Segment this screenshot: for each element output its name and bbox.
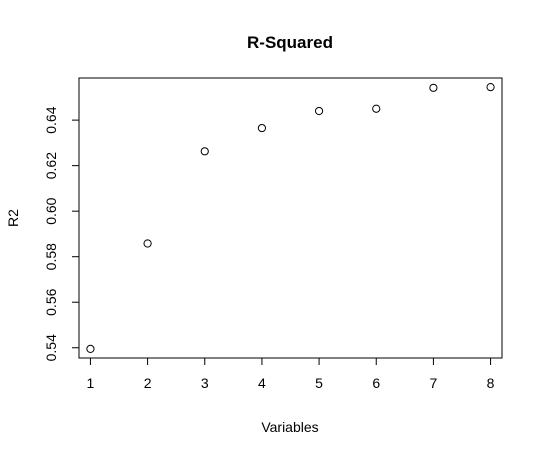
data-point-6: [372, 104, 381, 113]
chart-title: R-Squared: [247, 33, 333, 52]
y-axis: 0.54 0.56 0.58 0.60 0.62 0.64: [43, 106, 79, 361]
data-point-1: [86, 344, 95, 353]
data-point-3: [200, 147, 209, 156]
x-tick-label-6: 6: [372, 375, 380, 391]
y-tick-label-0.58: 0.58: [43, 243, 59, 270]
y-tick-label-0.60: 0.60: [43, 197, 59, 224]
x-tick-label-7: 7: [430, 375, 438, 391]
x-tick-label-2: 2: [144, 375, 152, 391]
y-tick-label-0.54: 0.54: [43, 334, 59, 361]
y-axis-label: R2: [5, 209, 21, 227]
x-tick-label-5: 5: [315, 375, 323, 391]
plot-frame: [78, 77, 503, 359]
x-axis-label: Variables: [261, 419, 318, 435]
data-points: [86, 83, 495, 353]
x-tick-label-3: 3: [201, 375, 209, 391]
x-tick-label-8: 8: [487, 375, 495, 391]
data-point-7: [429, 83, 438, 92]
y-tick-label-0.64: 0.64: [43, 106, 59, 133]
x-tick-label-4: 4: [258, 375, 266, 391]
data-point-5: [314, 106, 324, 116]
x-tick-label-1: 1: [87, 375, 95, 391]
x-axis: 1 2 3 4 5 6 7 8: [87, 358, 495, 391]
data-point-8: [486, 83, 495, 92]
y-tick-label-0.62: 0.62: [43, 152, 59, 179]
y-tick-label-0.56: 0.56: [43, 288, 59, 315]
data-point-2: [143, 239, 152, 248]
data-point-4: [257, 123, 267, 133]
